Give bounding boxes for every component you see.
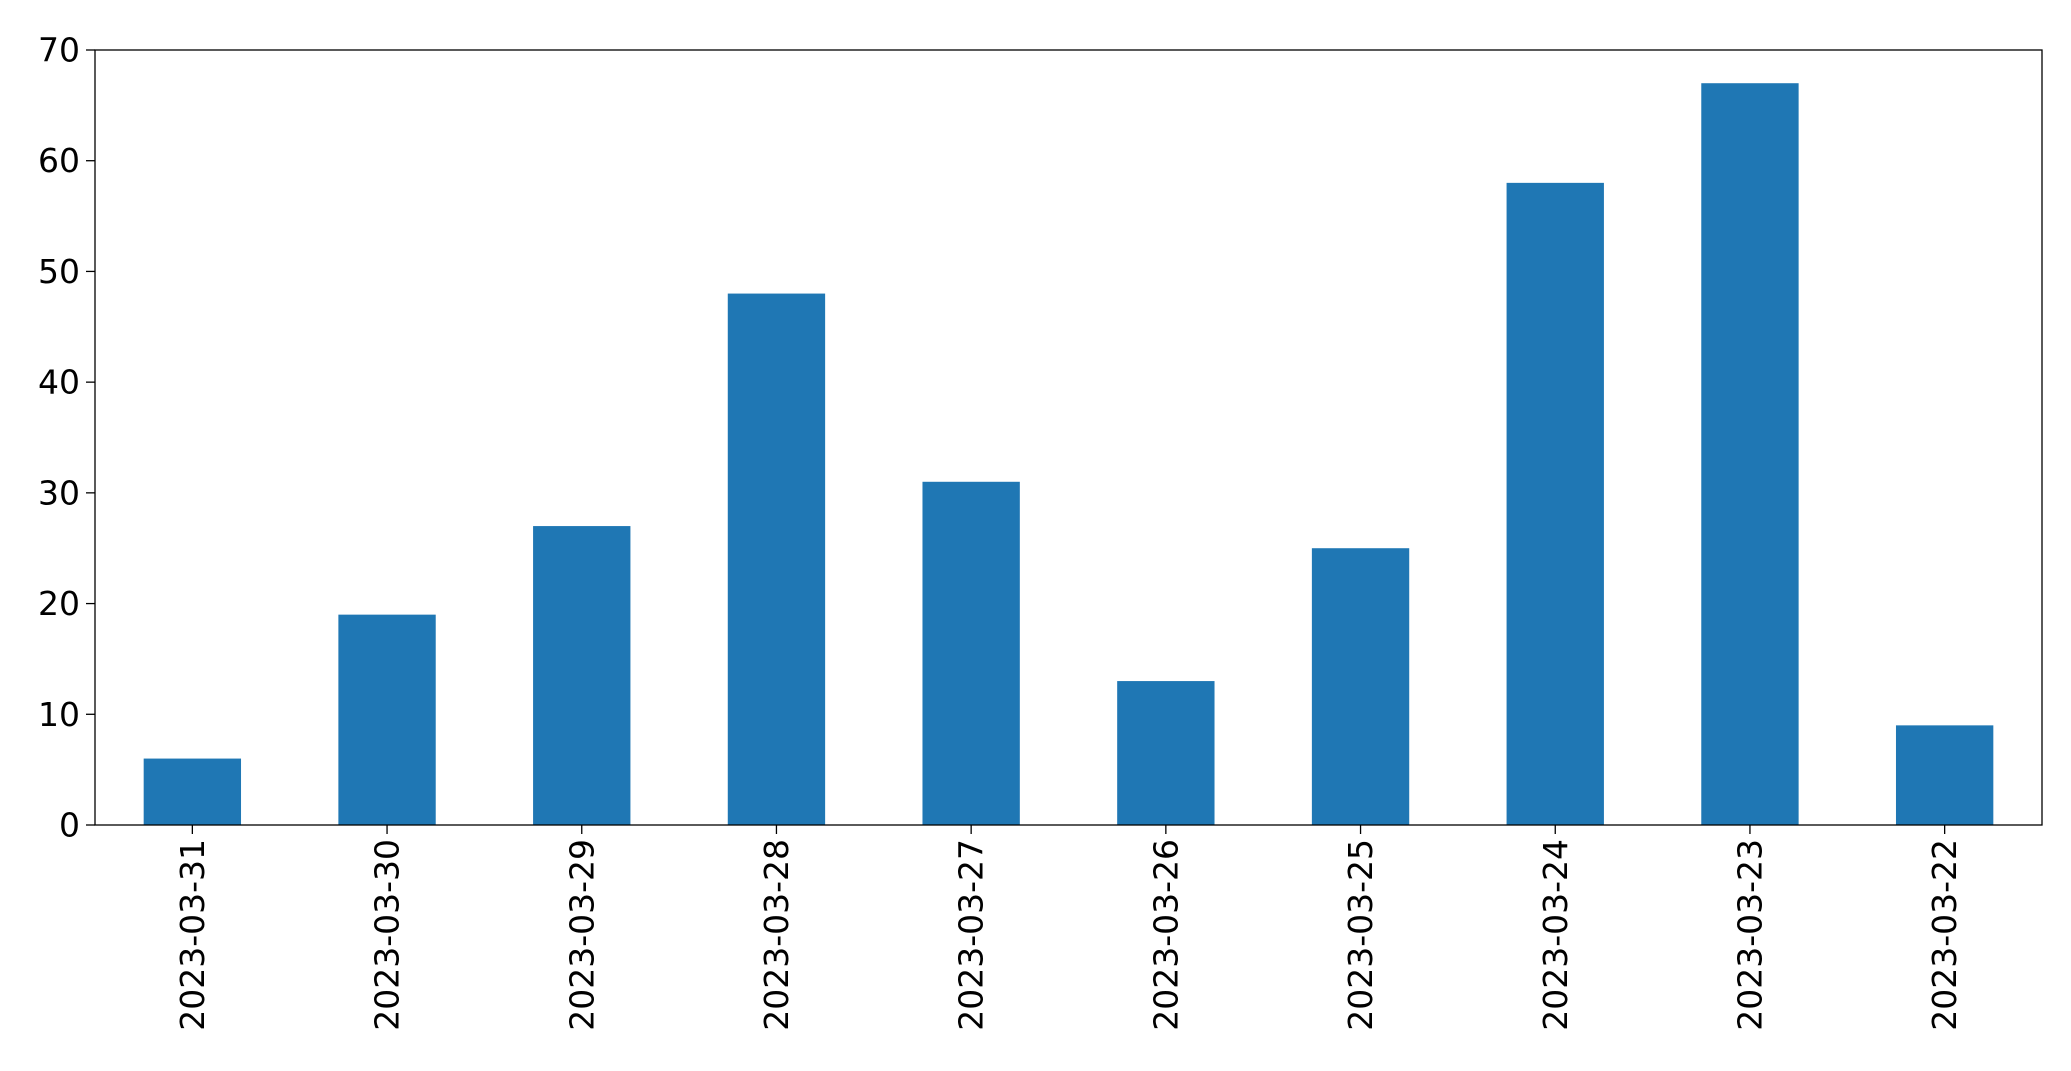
bar-2023-03-31 (143, 758, 242, 825)
y-tick-label: 0 (59, 806, 80, 845)
x-tick-label: 2023-03-23 (1730, 839, 1769, 1031)
x-tick-label: 2023-03-28 (757, 839, 796, 1031)
x-tick-label: 2023-03-31 (173, 839, 212, 1031)
bar-2023-03-29 (533, 526, 631, 825)
x-axis: 2023-03-31 2023-03-30 2023-03-29 2023-03-28… (173, 825, 1964, 1031)
y-axis: 0 10 20 30 40 50 60 70 (38, 31, 95, 845)
y-tick-label: 70 (38, 31, 80, 70)
bar-2023-03-22 (1895, 725, 1994, 825)
y-tick-label: 50 (38, 252, 80, 291)
bar-2023-03-28 (727, 293, 826, 826)
x-tick-label: 2023-03-30 (368, 839, 407, 1031)
bar-2023-03-27 (922, 481, 1020, 825)
bar-2023-03-23 (1701, 83, 1799, 825)
y-tick-label: 30 (38, 473, 80, 512)
y-tick-label: 40 (38, 363, 80, 402)
bar-2023-03-26 (1117, 681, 1215, 825)
y-tick-label: 60 (38, 141, 80, 180)
x-tick-label: 2023-03-29 (562, 839, 601, 1031)
x-tick-label: 2023-03-26 (1146, 839, 1185, 1031)
x-tick-label: 2023-03-24 (1536, 839, 1575, 1031)
x-tick-label: 2023-03-27 (952, 839, 991, 1031)
y-tick-label: 10 (38, 695, 80, 734)
y-tick-label: 20 (38, 584, 80, 623)
bar-2023-03-25 (1311, 548, 1410, 825)
x-tick-label: 2023-03-25 (1341, 839, 1380, 1031)
bars-group (143, 83, 1994, 826)
bar-2023-03-24 (1506, 182, 1604, 825)
plot-frame (94, 49, 2043, 826)
bar-2023-03-30 (338, 614, 436, 825)
x-tick-label: 2023-03-22 (1925, 839, 1964, 1031)
